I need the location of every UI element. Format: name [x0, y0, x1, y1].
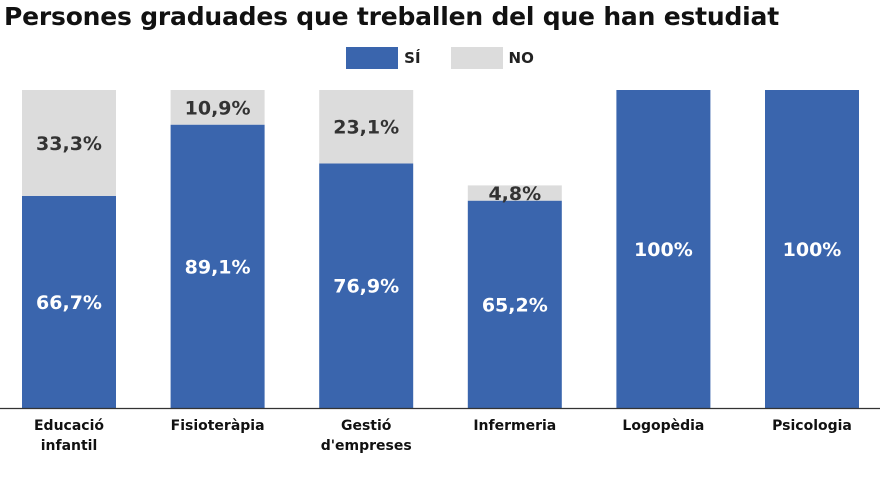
legend-swatch-si	[346, 47, 399, 69]
bar-si-2	[319, 163, 414, 408]
category-label-5-0: Psicologia	[772, 418, 852, 434]
bar-si-3	[467, 200, 562, 408]
legend-label-si: SÍ	[404, 49, 421, 67]
category-label-0-1: infantil	[41, 438, 98, 454]
data-label-no-1: 10,9%	[185, 97, 251, 119]
category-label-1-0: Fisioteràpia	[171, 418, 265, 434]
bar-si-0	[22, 195, 116, 408]
category-label-2-0: Gestió	[341, 418, 392, 434]
category-label-2-1: d'empreses	[321, 438, 412, 454]
category-label-3-0: Infermeria	[473, 418, 556, 434]
legend-label-no: NO	[508, 49, 534, 67]
legend-item-si: SÍ	[346, 47, 421, 69]
bar-si-5	[765, 90, 859, 408]
data-label-si-5: 100%	[783, 239, 842, 261]
chart-title: Persones graduades que treballen del que…	[4, 2, 779, 31]
legend-swatch-no	[450, 47, 503, 69]
data-label-no-3: 4,8%	[488, 183, 541, 205]
bar-no-0	[22, 90, 116, 196]
data-label-si-3: 65,2%	[482, 294, 548, 316]
bar-si-4	[616, 90, 711, 408]
data-label-no-0: 33,3%	[36, 133, 102, 155]
bar-no-2	[319, 90, 414, 164]
legend: SÍ NO	[0, 47, 880, 69]
bar-no-1	[170, 90, 265, 125]
data-label-si-2: 76,9%	[333, 276, 399, 298]
category-label-0-0: Educació	[34, 418, 104, 434]
bar-si-1	[170, 124, 265, 409]
data-label-si-4: 100%	[634, 239, 693, 261]
data-label-si-1: 89,1%	[185, 256, 251, 278]
legend-item-no: NO	[450, 47, 534, 69]
data-label-no-2: 23,1%	[333, 117, 399, 139]
data-label-si-0: 66,7%	[36, 292, 102, 314]
bar-no-3	[467, 185, 562, 201]
category-label-4-0: Logopèdia	[622, 418, 704, 434]
